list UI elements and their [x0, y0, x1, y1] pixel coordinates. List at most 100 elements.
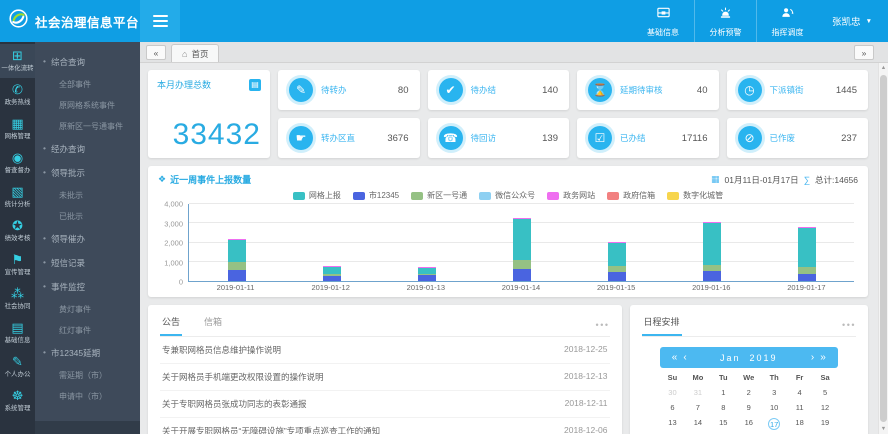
- chart-date-range[interactable]: 01月11日-01月17日: [724, 174, 799, 185]
- calendar-icon[interactable]: ▦: [711, 174, 720, 184]
- rail-label-base-information: 基础信息: [4, 337, 31, 344]
- hotline-icon: ✆: [12, 82, 23, 97]
- bar-segment: [512, 219, 531, 261]
- tab-schedule[interactable]: 日程安排: [641, 313, 682, 336]
- stat-card-delay-review[interactable]: ⌛ 延期待审核 40: [577, 70, 719, 110]
- submenu-item[interactable]: 已批示: [59, 212, 83, 221]
- submenu-item[interactable]: 原网格系统事件: [59, 101, 115, 110]
- calendar-day[interactable]: 11: [795, 403, 804, 412]
- calendar-day[interactable]: 1: [721, 388, 726, 397]
- calendar-day[interactable]: 10: [770, 403, 779, 412]
- prev-month-button[interactable]: ‹: [683, 352, 687, 363]
- calendar-day[interactable]: 6: [670, 403, 675, 412]
- legend-item[interactable]: 网格上报: [292, 190, 341, 201]
- rail-item-system-management[interactable]: ☸ 系统管理: [0, 384, 35, 418]
- rail-item-statistics-analysis[interactable]: ▧ 统计分析: [0, 180, 35, 214]
- monthly-total-card: 本月办理总数 ▤ 33432: [148, 70, 270, 158]
- legend-item[interactable]: 数字化城管: [667, 190, 723, 201]
- announcement-row[interactable]: 关于专职网格员张成功同志的表彰通报 2018-12-11: [160, 391, 610, 418]
- stat-card-transfer-district[interactable]: ☛ 转办区直 3676: [278, 118, 420, 158]
- submenu-group-sms-records[interactable]: • 短信记录: [35, 251, 140, 275]
- submenu-item[interactable]: 需延期（市）: [59, 371, 107, 380]
- legend-item[interactable]: 政府信箱: [607, 190, 655, 201]
- submenu-group-comprehensive-query[interactable]: • 综合查询: [35, 50, 140, 74]
- calendar-day[interactable]: 13: [668, 418, 677, 427]
- stat-card-voided[interactable]: ⊘ 已作废 237: [726, 118, 868, 158]
- stat-card-dispatch-street[interactable]: ◷ 下派镇街 1445: [726, 70, 868, 110]
- tab-mailbox[interactable]: 信箱: [204, 317, 223, 327]
- announcement-row[interactable]: 专兼职网格员信息维护操作说明 2018-12-25: [160, 337, 610, 364]
- scroll-up-button[interactable]: ▲: [880, 65, 887, 71]
- legend-label: 市12345: [368, 191, 400, 200]
- calendar-day[interactable]: 4: [797, 388, 802, 397]
- submenu-item[interactable]: 未批示: [59, 191, 83, 200]
- schedule-more-button[interactable]: •••: [842, 320, 856, 330]
- rail-item-publicity-management[interactable]: ⚑ 宣传管理: [0, 248, 35, 282]
- tab-home[interactable]: ⌂ 首页: [171, 44, 220, 62]
- topnav-command-dispatch[interactable]: 指挥调度: [756, 0, 818, 42]
- announcements-list: 专兼职网格员信息维护操作说明 2018-12-25 关于网格员手机端更改权限设置的操…: [160, 337, 610, 434]
- document-icon[interactable]: ▤: [249, 78, 261, 91]
- legend-item[interactable]: 新区一号通: [411, 190, 467, 201]
- rail-item-grid-management[interactable]: ▦ 网格管理: [0, 112, 35, 146]
- expand-tabs-button[interactable]: »: [854, 45, 874, 60]
- rail-item-supervision[interactable]: ◉ 督查督办: [0, 146, 35, 180]
- calendar-day[interactable]: 30: [668, 388, 677, 397]
- legend-item[interactable]: 微信公众号: [479, 190, 535, 201]
- legend-item[interactable]: 政务网站: [547, 190, 595, 201]
- submenu-item[interactable]: 申请中（市）: [59, 392, 107, 401]
- calendar-day[interactable]: 5: [822, 388, 828, 397]
- vertical-scrollbar[interactable]: ▲ ▼: [878, 63, 888, 434]
- submenu-group-leader-instructions[interactable]: • 领导批示: [35, 161, 140, 185]
- calendar-day[interactable]: 12: [820, 403, 830, 412]
- submenu-item[interactable]: 原新区一号通事件: [59, 122, 123, 131]
- rail-item-personal-office[interactable]: ✎ 个人办公: [0, 350, 35, 384]
- calendar-day[interactable]: 9: [746, 403, 751, 412]
- submenu-item[interactable]: 黄灯事件: [59, 305, 91, 314]
- announcements-more-button[interactable]: •••: [595, 320, 610, 330]
- calendar-day[interactable]: 17: [768, 418, 781, 430]
- submenu-item[interactable]: 红灯事件: [59, 326, 91, 335]
- stat-card-transfer-pending[interactable]: ✎ 待转办 80: [278, 70, 420, 110]
- bar-segment: [702, 271, 721, 281]
- calendar-day[interactable]: 19: [820, 418, 830, 427]
- calendar-day[interactable]: 7: [695, 403, 700, 412]
- submenu-group-leader-urging[interactable]: • 领导催办: [35, 227, 140, 251]
- calendar-day[interactable]: 8: [721, 403, 726, 412]
- stat-card-pending-close[interactable]: ✔ 待办结 140: [427, 70, 569, 110]
- collapse-sidebar-button[interactable]: «: [146, 45, 166, 60]
- calendar-day[interactable]: 2: [746, 388, 751, 397]
- calendar-day[interactable]: 31: [693, 388, 703, 397]
- calendar-day[interactable]: 16: [744, 418, 753, 427]
- user-menu[interactable]: 张凯忠 ▼: [818, 0, 888, 42]
- announcement-row[interactable]: 关于网格员手机端更改权限设置的操作说明 2018-12-13: [160, 364, 610, 391]
- bar-segment: [797, 228, 816, 267]
- calendar-day[interactable]: 14: [693, 418, 703, 427]
- tab-notice[interactable]: 公告: [160, 313, 183, 336]
- submenu-group-handled-query[interactable]: • 经办查询: [35, 137, 140, 161]
- next-month-button[interactable]: ›: [810, 352, 815, 363]
- menu-toggle-button[interactable]: [140, 0, 180, 42]
- submenu-group-city-12345-delay[interactable]: • 市12345延期: [35, 341, 140, 365]
- scroll-thumb[interactable]: [880, 75, 887, 422]
- next-year-button[interactable]: »: [820, 352, 826, 363]
- topnav-basic-info[interactable]: 基础信息: [632, 0, 694, 42]
- calendar-dayname: Fr: [795, 373, 804, 382]
- rail-item-gov-hotline[interactable]: ✆ 政务热线: [0, 78, 35, 112]
- rail-item-performance-review[interactable]: ✪ 绩效考核: [0, 214, 35, 248]
- rail-item-integrated-flow[interactable]: ⊞ 一体化流转: [0, 44, 35, 78]
- submenu-group-event-monitoring[interactable]: • 事件监控: [35, 275, 140, 299]
- calendar-day[interactable]: 3: [772, 388, 777, 397]
- rail-item-base-information[interactable]: ▤ 基础信息: [0, 316, 35, 350]
- calendar-day[interactable]: 15: [719, 418, 728, 427]
- scroll-down-button[interactable]: ▼: [880, 426, 887, 432]
- calendar-day[interactable]: 18: [795, 418, 804, 427]
- topnav-analysis-warning[interactable]: 分析预警: [694, 0, 756, 42]
- legend-item[interactable]: 市12345: [352, 190, 400, 201]
- stat-card-closed[interactable]: ☑ 已办结 17116: [577, 118, 719, 158]
- stat-card-callback-pending[interactable]: ☎ 待回访 139: [427, 118, 569, 158]
- announcement-row[interactable]: 关于开展专职网格员“无障碍设施”专项重点巡查工作的通知 2018-12-06: [160, 418, 610, 434]
- prev-year-button[interactable]: «: [671, 352, 678, 363]
- submenu-item[interactable]: 全部事件: [59, 80, 91, 89]
- rail-item-social-collaboration[interactable]: ⁂ 社会协同: [0, 282, 35, 316]
